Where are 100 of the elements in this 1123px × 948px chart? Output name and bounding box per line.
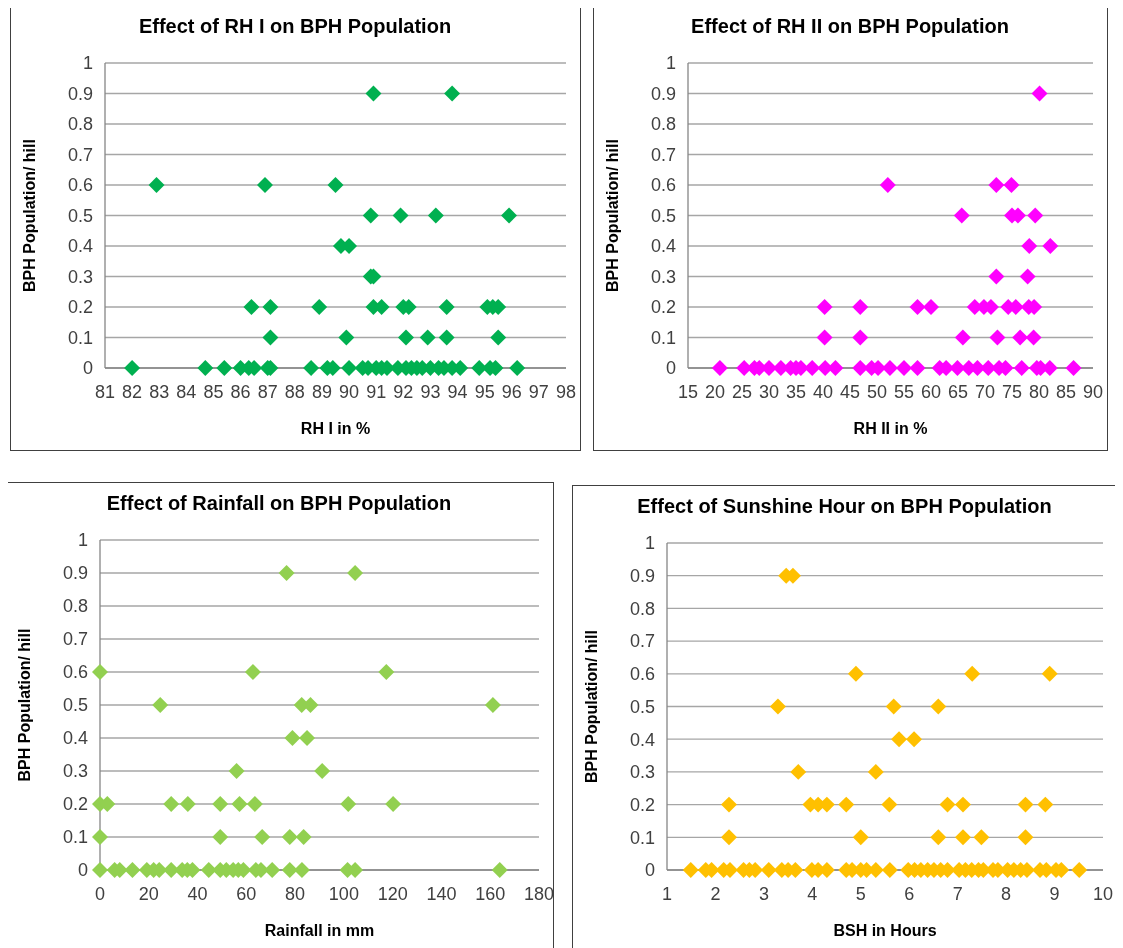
point	[200, 862, 217, 878]
chart-title: Effect of Sunshine Hour on BPH Population	[637, 495, 1052, 517]
y-tick-label: 0.8	[629, 598, 655, 619]
point	[816, 299, 833, 315]
y-tick-label: 0.3	[67, 266, 93, 287]
chart-title: Effect of Rainfall on BPH Population	[106, 492, 452, 514]
point	[484, 697, 501, 713]
x-tick-label: 30	[758, 382, 780, 402]
point	[281, 829, 298, 845]
y-tick-label: 0.2	[62, 794, 88, 815]
chart-title: Effect of RH I on BPH Population	[138, 15, 452, 37]
point	[988, 268, 1005, 285]
x-tick-label: 2	[710, 884, 721, 904]
y-tick-label: 0.8	[650, 114, 676, 135]
x-tick-label: 120	[377, 884, 408, 904]
point	[1003, 177, 1020, 193]
point	[163, 796, 180, 812]
y-tick-label: 1	[665, 53, 676, 74]
x-tick-label: 180	[523, 884, 555, 904]
point	[278, 565, 295, 581]
y-tick-label: 0.4	[62, 728, 88, 749]
x-tick-label: 140	[426, 884, 457, 904]
point	[299, 730, 316, 746]
x-tick-label: 9	[1049, 884, 1060, 904]
x-axis-title: RH I in %	[300, 420, 371, 437]
y-tick-label: 0.9	[67, 83, 93, 104]
x-tick-label: 82	[122, 382, 143, 402]
y-tick-label: 0.6	[67, 175, 93, 196]
x-tick-label: 10	[1092, 884, 1114, 904]
point	[347, 565, 364, 581]
x-tick-label: 95	[474, 382, 495, 402]
y-tick-label: 0	[77, 860, 88, 881]
y-tick-label: 0.2	[650, 297, 676, 318]
point	[989, 329, 1006, 346]
y-tick-label: 1	[77, 530, 88, 551]
y-tick-label: 0.4	[67, 236, 93, 257]
y-tick-label: 0.3	[62, 761, 88, 782]
y-tick-label: 0.9	[650, 83, 676, 104]
point	[879, 177, 896, 193]
x-tick-label: 83	[149, 382, 170, 402]
y-axis-title: BPH Population/ hill	[16, 628, 33, 782]
point	[1031, 85, 1048, 102]
y-tick-label: 0.6	[650, 175, 676, 196]
x-tick-label: 35	[785, 382, 807, 402]
x-axis-title: Rainfall in mm	[264, 922, 375, 939]
point	[264, 862, 281, 878]
x-tick-label: 3	[758, 884, 769, 904]
y-tick-label: 0.2	[67, 297, 93, 318]
y-tick-label: 0.3	[650, 266, 676, 287]
x-tick-label: 80	[1028, 382, 1050, 402]
point	[1027, 207, 1044, 224]
y-tick-label: 0.3	[629, 762, 655, 783]
x-tick-label: 80	[285, 884, 306, 904]
y-tick-label: 0.9	[62, 563, 88, 584]
y-axis-title: BPH Population/ hill	[583, 630, 600, 783]
x-tick-label: 100	[328, 884, 359, 904]
point	[340, 796, 357, 812]
x-tick-label: 87	[257, 382, 278, 402]
x-tick-label: 75	[1001, 382, 1023, 402]
x-tick-label: 40	[812, 382, 834, 402]
y-tick-label: 0	[665, 358, 676, 379]
point	[909, 360, 926, 376]
point	[246, 796, 263, 812]
y-tick-label: 0.7	[629, 631, 655, 652]
y-tick-label: 0	[82, 358, 93, 379]
x-tick-label: 45	[839, 382, 861, 402]
x-tick-label: 84	[176, 382, 197, 402]
y-tick-label: 0.7	[650, 144, 676, 165]
x-tick-label: 90	[1082, 382, 1104, 402]
y-tick-label: 0.5	[62, 695, 88, 716]
point	[816, 329, 833, 346]
point	[954, 329, 971, 346]
x-tick-label: 86	[230, 382, 251, 402]
x-tick-label: 40	[187, 884, 208, 904]
y-tick-label: 0.5	[629, 696, 655, 717]
x-tick-label: 7	[952, 884, 963, 904]
x-tick-label: 5	[855, 884, 866, 904]
point	[124, 862, 141, 878]
x-tick-label: 88	[284, 382, 305, 402]
x-tick-label: 15	[677, 382, 699, 402]
y-tick-label: 0	[644, 860, 655, 881]
x-tick-label: 93	[420, 382, 441, 402]
x-tick-label: 85	[203, 382, 224, 402]
point	[953, 207, 970, 224]
x-tick-label: 65	[947, 382, 969, 402]
y-tick-label: 0.5	[650, 205, 676, 226]
x-axis-title: BSH in Hours	[833, 922, 937, 939]
y-tick-label: 0.7	[62, 629, 88, 650]
x-tick-label: 81	[94, 382, 116, 402]
y-tick-label: 0.2	[629, 794, 655, 815]
y-tick-label: 1	[82, 53, 93, 74]
y-tick-label: 0.4	[650, 236, 676, 257]
point	[804, 360, 821, 376]
point	[909, 299, 926, 315]
point	[1012, 329, 1029, 346]
point	[711, 360, 728, 376]
x-tick-label: 98	[555, 382, 577, 402]
y-axis-title: BPH Population/ hill	[21, 139, 38, 292]
point	[491, 862, 508, 878]
point	[244, 664, 261, 680]
